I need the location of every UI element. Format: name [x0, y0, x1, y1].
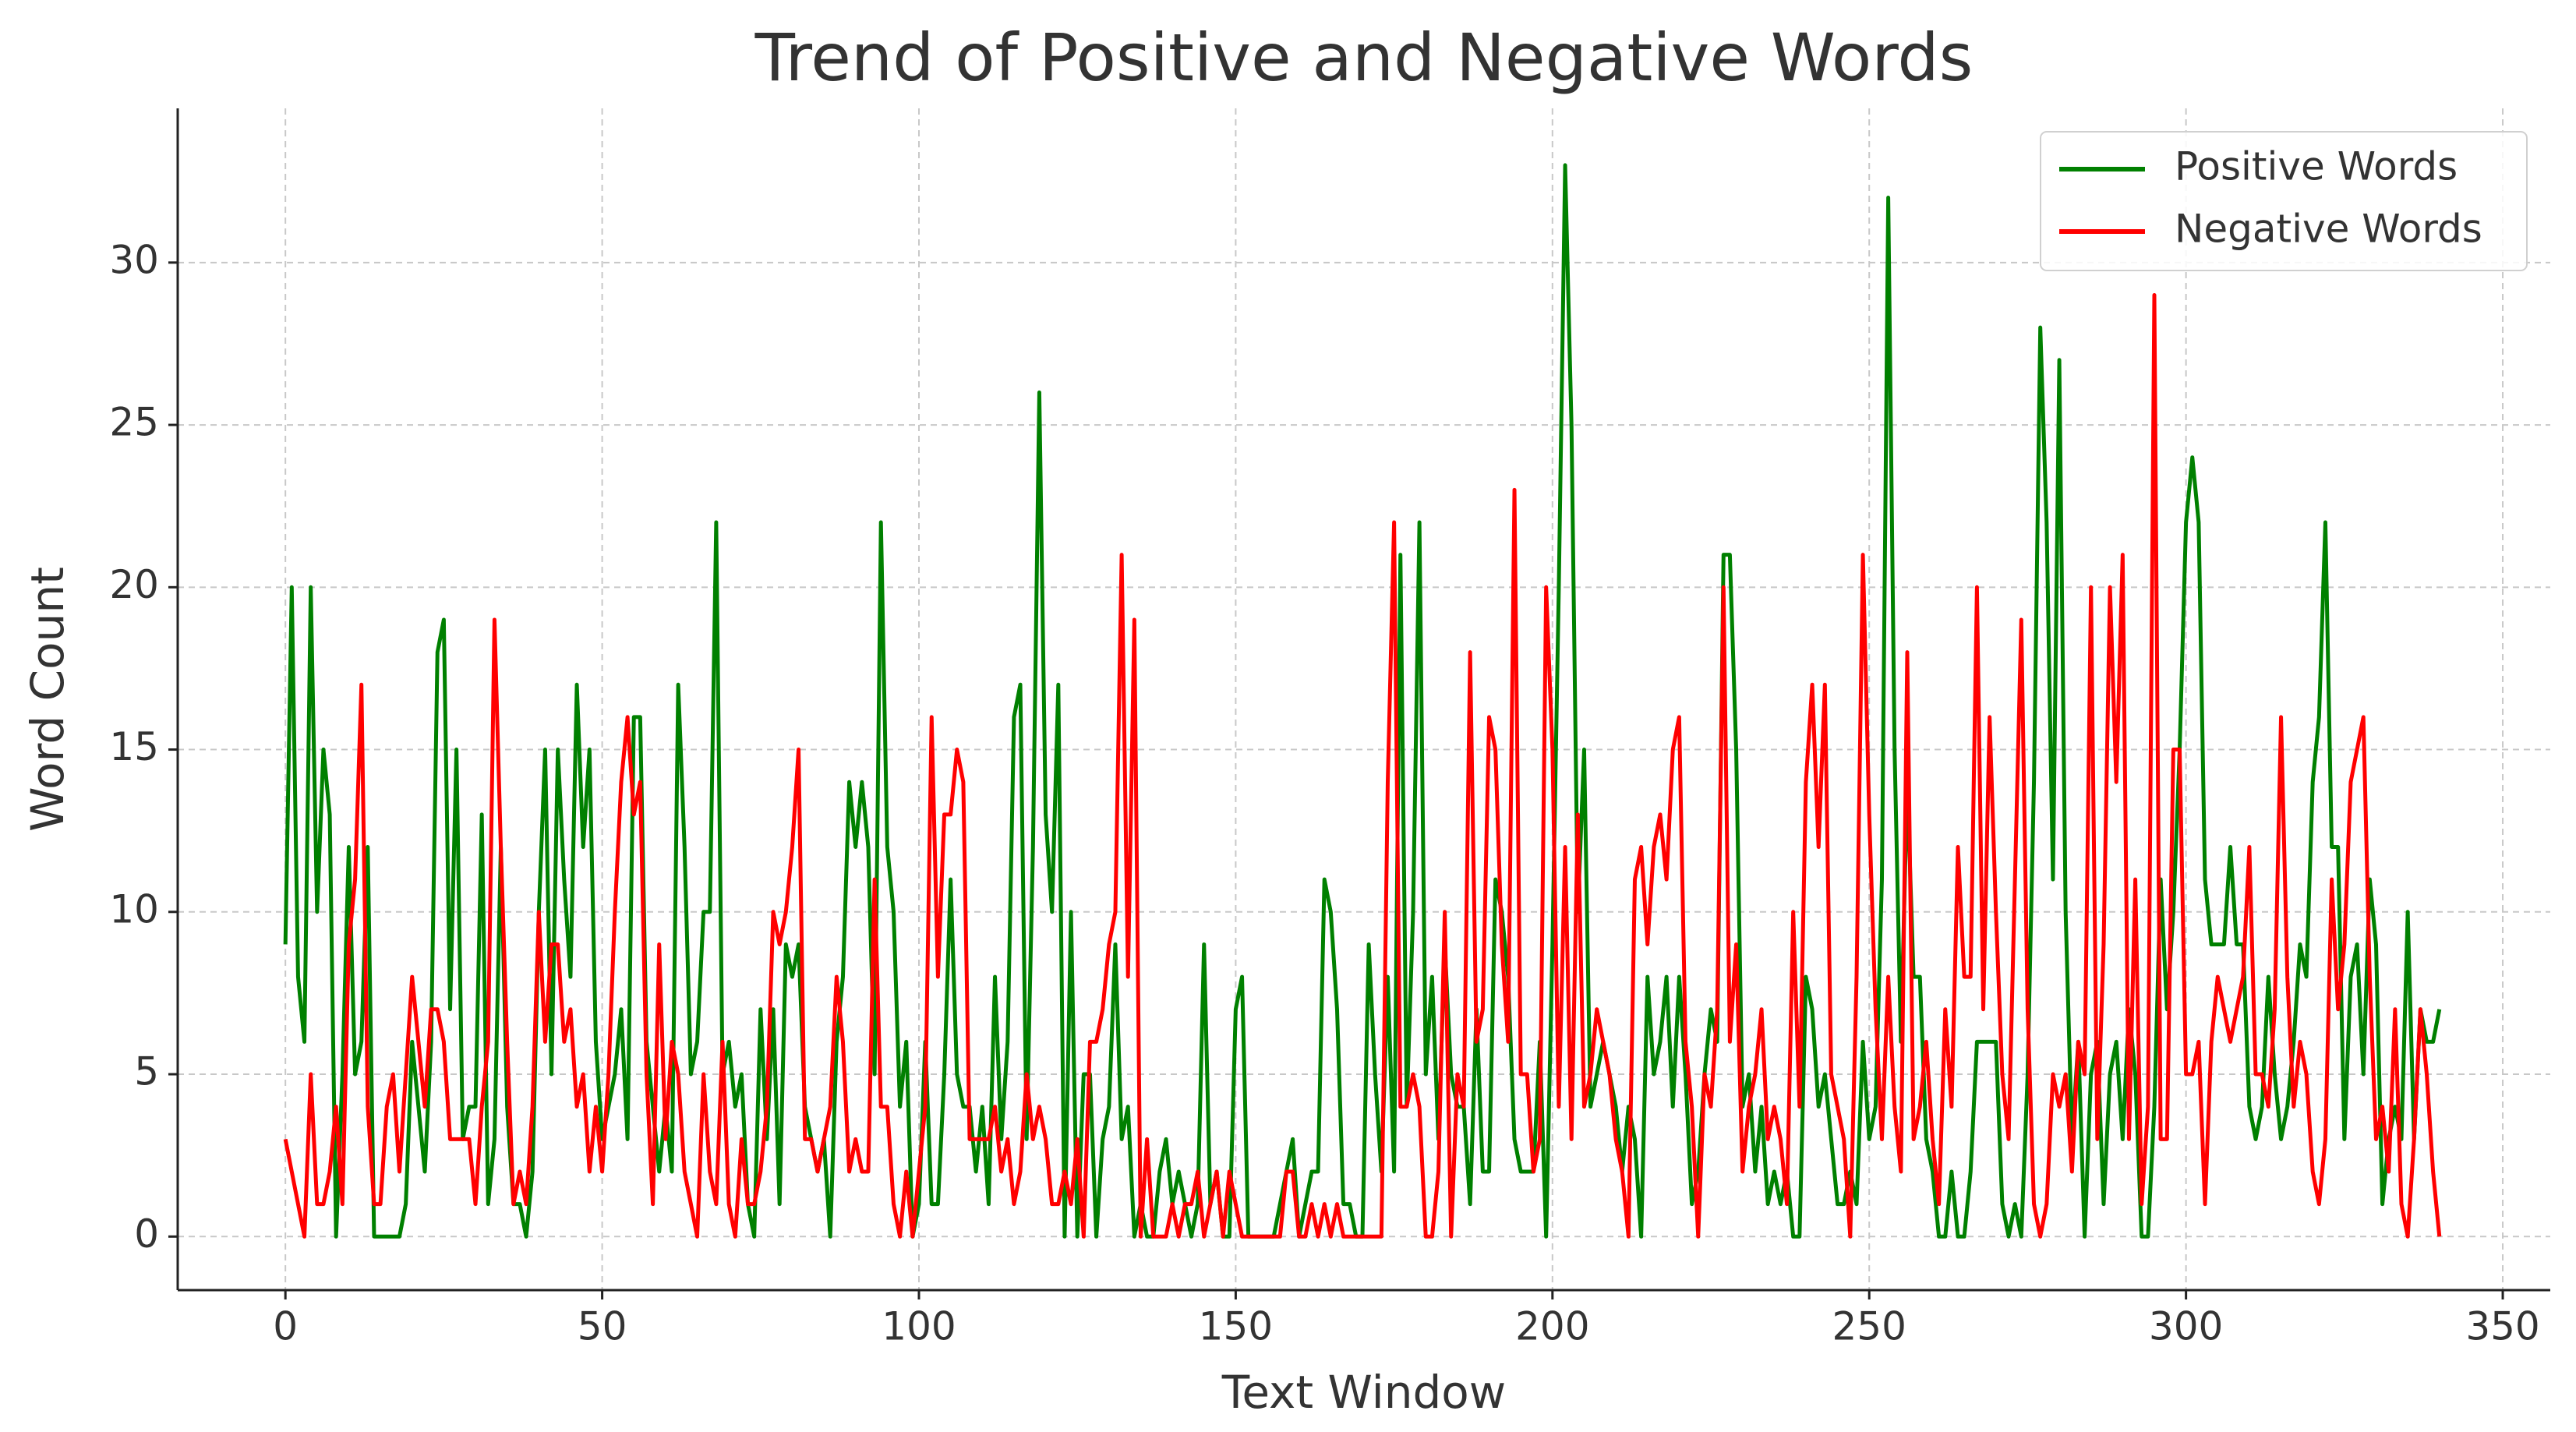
- legend: Positive Words Negative Words: [2040, 131, 2528, 271]
- y-tick-label: 10: [109, 886, 159, 932]
- x-tick-label: 50: [578, 1304, 627, 1349]
- y-tick-label: 0: [134, 1211, 159, 1257]
- y-tick-label: 25: [109, 400, 159, 445]
- y-tick-label: 20: [109, 562, 159, 607]
- y-axis-label: Word Count: [21, 567, 74, 832]
- x-tick-label: 150: [1199, 1304, 1273, 1349]
- legend-box: [2040, 131, 2528, 271]
- x-tick-label: 100: [882, 1304, 956, 1349]
- x-tick-label: 350: [2465, 1304, 2539, 1349]
- x-axis-label: Text Window: [1221, 1366, 1506, 1419]
- x-tick-label: 200: [1515, 1304, 1589, 1349]
- x-tick-label: 300: [2149, 1304, 2223, 1349]
- y-tick-label: 30: [109, 237, 159, 282]
- y-tick-label: 5: [134, 1049, 159, 1094]
- y-tick-label: 15: [109, 724, 159, 769]
- data-line: [283, 292, 2442, 1239]
- legend-label: Negative Words: [2175, 207, 2482, 252]
- x-tick-label: 250: [1832, 1304, 1906, 1349]
- x-tick-label: 0: [273, 1304, 298, 1349]
- chart-title: Trend of Positive and Negative Words: [754, 19, 1974, 96]
- legend-label: Positive Words: [2175, 144, 2458, 189]
